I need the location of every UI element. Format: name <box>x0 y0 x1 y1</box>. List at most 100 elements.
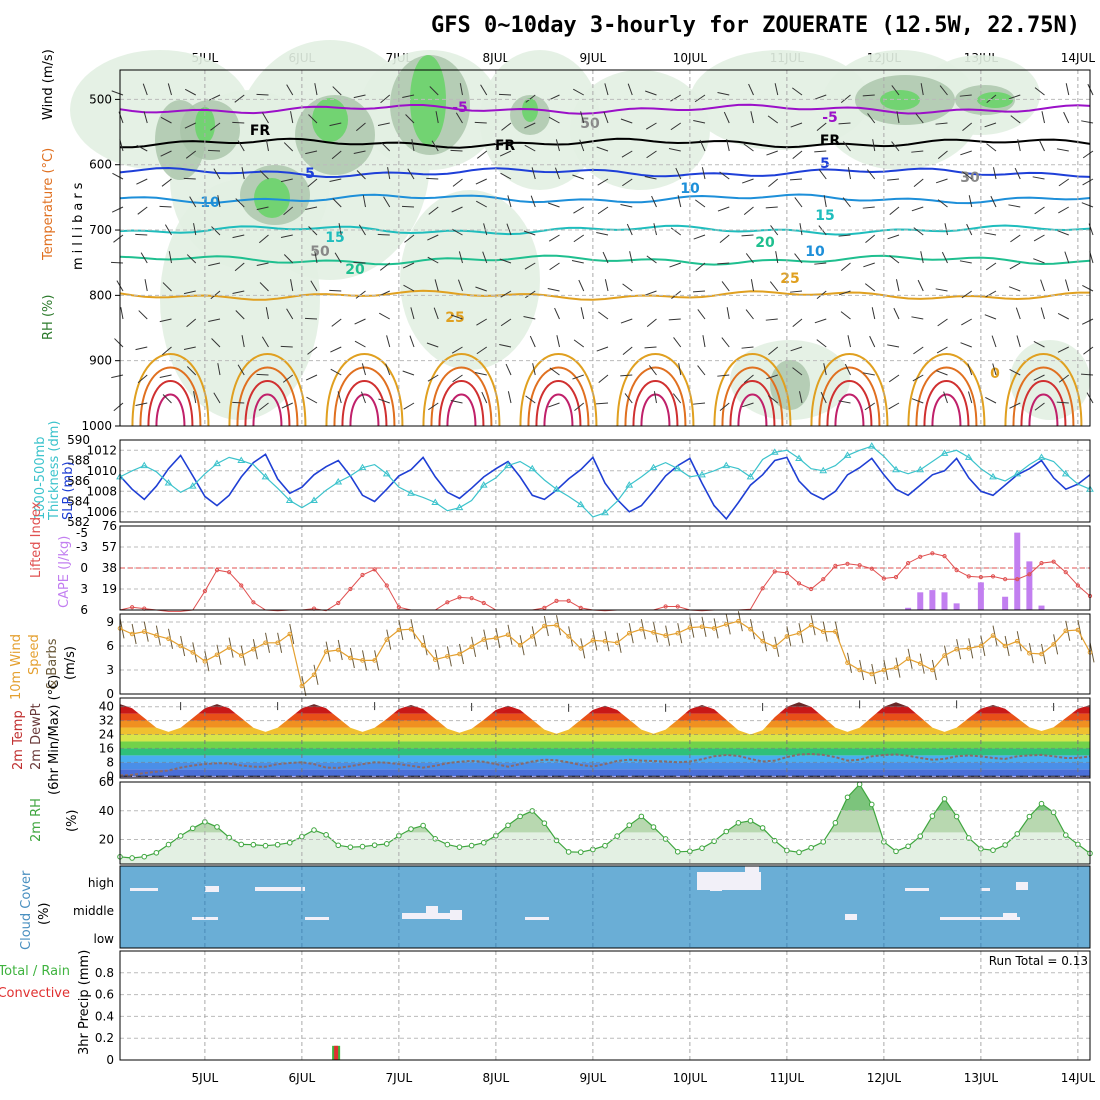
wind-barb <box>920 251 924 264</box>
wind-barb <box>911 206 924 212</box>
wind-speed-marker <box>1039 651 1044 657</box>
lifted-index-marker <box>942 554 947 559</box>
thickness-marker <box>1037 453 1046 460</box>
wind-barb <box>573 234 585 243</box>
wind-speed-marker <box>651 630 656 635</box>
rh-blob-light <box>570 70 710 190</box>
ytick-label: 1000 <box>81 419 112 433</box>
wind-barb <box>404 234 415 243</box>
wind-barb <box>913 178 924 188</box>
panel-border-temp <box>119 697 1091 779</box>
wind-speed-marker <box>1075 627 1081 633</box>
wind-barb <box>184 122 196 129</box>
wind-barb <box>644 346 657 349</box>
wind-barb <box>161 178 172 187</box>
wind-barb <box>110 261 124 264</box>
wind-barb <box>331 150 342 160</box>
bottom-date-label: 5JUL <box>192 1071 219 1085</box>
wind-barb <box>717 374 730 377</box>
wind-barb <box>888 402 900 410</box>
rh2m-marker <box>456 844 463 850</box>
wind-barb <box>403 402 415 410</box>
wind-speed-marker <box>590 638 596 643</box>
wind-barb <box>847 167 851 180</box>
wind-barb <box>362 195 366 208</box>
cloud-block <box>205 886 219 892</box>
wind-barb <box>380 142 391 152</box>
wind-speed-marker <box>881 667 887 673</box>
precip-tick-label: 0.2 <box>95 1031 114 1045</box>
upper-ylabel-rh: RH (%) <box>41 295 56 340</box>
rh2m-marker <box>626 822 633 828</box>
wind-barb <box>595 402 609 405</box>
bl-temperature-contour <box>1028 393 1059 427</box>
wind-barb <box>481 391 488 404</box>
thickness-marker <box>479 481 488 488</box>
thickness-tick-label: 584 <box>67 495 90 509</box>
wind-speed-marker <box>639 626 644 632</box>
lifted-index-marker <box>227 570 232 575</box>
bl-temperature-contour <box>341 380 388 427</box>
wind-barb <box>483 223 488 236</box>
wind-barb <box>168 251 172 264</box>
temp-ylabel: 2m Temp 2m DewPt (6hr Min/Max) (°C) <box>11 675 62 795</box>
contour-label: 15 <box>815 208 834 224</box>
wind-barb <box>893 307 900 320</box>
wind-barb <box>426 177 439 180</box>
rh-tick-label: 60 <box>99 775 114 789</box>
rh2m-marker <box>311 827 317 833</box>
lifted-index-marker <box>457 595 462 600</box>
wind-speed-marker <box>942 653 947 658</box>
rh2m-marker <box>141 853 148 860</box>
wind-barb <box>1014 167 1021 180</box>
wind-barb <box>1057 313 1069 320</box>
wind-barb <box>840 94 851 103</box>
precip-tick-label: 0 <box>106 1053 114 1067</box>
wind-barb <box>694 94 706 103</box>
bl-temperature-contour <box>446 393 477 427</box>
contour-label: FR <box>250 123 271 139</box>
wind-barb <box>474 372 487 376</box>
wind-barb <box>1008 94 1021 100</box>
lifted-index-marker <box>384 583 389 588</box>
top-date-label: 10JUL <box>673 51 708 65</box>
wind-barb <box>338 223 342 236</box>
wind-barb <box>1057 346 1069 353</box>
lifted-index-marker <box>202 589 207 594</box>
wind-barb <box>794 197 803 208</box>
wind-barb <box>604 83 609 96</box>
wind-barb <box>217 195 221 208</box>
rh2m-marker <box>577 849 584 856</box>
wind-barb <box>235 310 245 320</box>
rh2m-marker <box>893 848 899 855</box>
rh2m-marker <box>917 833 924 840</box>
wind-barb <box>433 307 439 320</box>
wind-barb <box>159 205 172 208</box>
wind-barb <box>745 309 754 320</box>
wind-barb <box>355 290 366 299</box>
thickness-marker <box>382 469 391 477</box>
wind-barb <box>331 318 342 327</box>
wind-barb <box>818 169 827 180</box>
contour-label: 5 <box>305 166 315 182</box>
wind-barb <box>524 122 536 129</box>
wind-barb <box>234 262 245 272</box>
wind-barb <box>750 279 754 292</box>
wind-barb <box>329 122 342 127</box>
wind-barb <box>1083 346 1094 355</box>
slp-tick-label: 1010 <box>86 464 117 478</box>
wind-speed-marker <box>893 665 899 670</box>
li-tick-label: 0 <box>80 561 88 575</box>
cloud-ylabel-a: Cloud Cover <box>19 870 34 950</box>
ytick-label: 500 <box>89 92 112 106</box>
wind-speed-marker <box>481 637 487 642</box>
wind-speed-marker <box>323 649 329 654</box>
wind-barb <box>283 142 294 152</box>
wind-barb <box>867 113 876 124</box>
wind-barb <box>332 198 342 208</box>
wind-barb <box>475 178 487 185</box>
wind-barb <box>648 365 657 376</box>
wind-barb <box>500 290 512 298</box>
wind-barb <box>208 94 221 101</box>
wind-barb <box>138 310 148 320</box>
